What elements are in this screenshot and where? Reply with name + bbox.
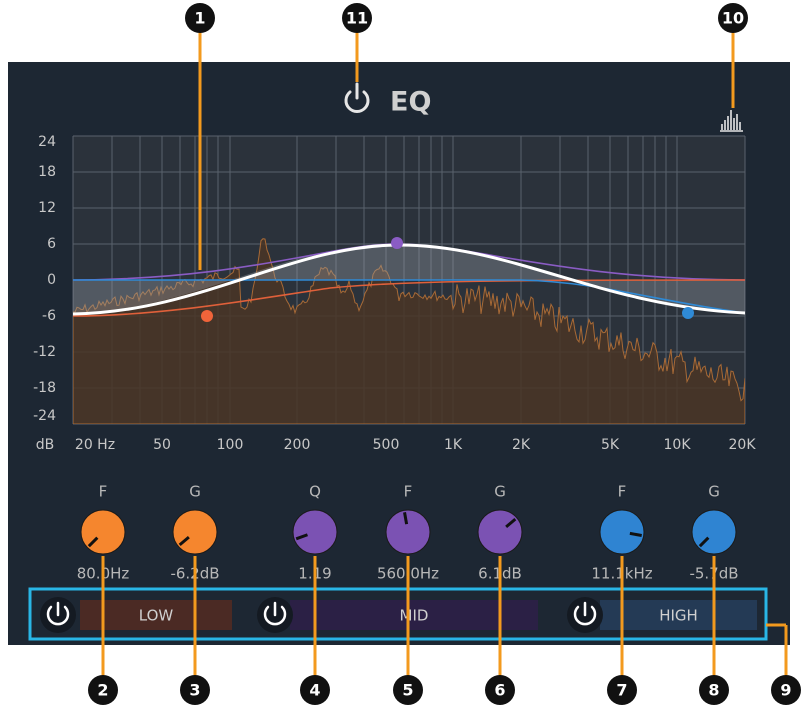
callout-badge: [300, 675, 330, 705]
y-label: 6: [47, 236, 56, 252]
knob-pointer: [87, 536, 99, 548]
callout-number: 5: [402, 681, 413, 700]
spectrum: [73, 238, 745, 424]
callout-badge: [393, 675, 423, 705]
callout-number: 1: [194, 9, 205, 28]
knob[interactable]: [172, 509, 218, 555]
callout-number: 4: [309, 681, 320, 700]
eq-fill: [73, 244, 745, 313]
y-label: -18: [33, 380, 56, 396]
knob-label: G: [189, 483, 201, 501]
knob[interactable]: [385, 509, 431, 555]
y-label: -12: [33, 344, 56, 360]
callout-badge: [699, 675, 729, 705]
x-label: 20K: [729, 437, 757, 453]
knob[interactable]: [691, 509, 737, 555]
band-label[interactable]: MID: [400, 607, 429, 625]
knob-label: F: [99, 483, 108, 501]
y-label: 0: [47, 272, 56, 288]
callout-number: 9: [780, 681, 791, 700]
x-label: 200: [284, 437, 311, 453]
spectrum-toggle[interactable]: [720, 110, 743, 132]
band-label[interactable]: LOW: [139, 607, 174, 625]
callout-number: 10: [722, 9, 744, 28]
callout-number: 2: [97, 681, 108, 700]
knob-label: G: [494, 483, 506, 501]
band-bar: [600, 600, 757, 630]
knob-pointer: [629, 531, 642, 537]
callout-badge: [342, 3, 372, 33]
band-power[interactable]: [263, 605, 287, 626]
knob-label: Q: [309, 483, 321, 501]
x-label: 50: [153, 437, 171, 453]
knob[interactable]: [80, 509, 126, 555]
knob-label: G: [708, 483, 720, 501]
band-bar: [290, 600, 538, 630]
x-label: 5K: [601, 437, 620, 453]
knob-pointer: [295, 533, 308, 541]
knob-pointer: [178, 535, 190, 547]
y-label: 24: [38, 134, 56, 150]
y-label: -6: [42, 308, 56, 324]
x-label: 100: [217, 437, 244, 453]
knob-pointer: [505, 517, 517, 529]
title: EQ: [390, 87, 431, 118]
callout-badge: [607, 675, 637, 705]
low-node[interactable]: [201, 310, 213, 322]
band-label[interactable]: HIGH: [659, 607, 698, 625]
y-label: -24: [33, 408, 56, 424]
y-label: 18: [38, 164, 56, 180]
x-label: 2K: [512, 437, 531, 453]
callout-number: 11: [346, 9, 368, 28]
x-label: 10K: [664, 437, 692, 453]
band-power[interactable]: [573, 605, 597, 626]
callout-badge: [718, 3, 748, 33]
knob-pointer: [403, 512, 409, 525]
callout-badge: [485, 675, 515, 705]
high-curve: [73, 279, 745, 314]
callout-number: 8: [708, 681, 719, 700]
callout-number: 3: [189, 681, 200, 700]
knob-pointer: [698, 536, 710, 548]
knob-label: F: [404, 483, 413, 501]
callout-number: 7: [616, 681, 627, 700]
x-label: 1K: [444, 437, 463, 453]
x-label: 500: [373, 437, 400, 453]
band-bar: [80, 600, 232, 630]
knob[interactable]: [599, 509, 645, 555]
callout-badge: [88, 675, 118, 705]
low-curve: [73, 279, 745, 317]
x-label: 20 Hz: [75, 437, 115, 453]
callout-badge: [185, 3, 215, 33]
callout-badge: [180, 675, 210, 705]
band-highlight: [28, 587, 768, 641]
knob[interactable]: [292, 509, 338, 555]
power-button[interactable]: [344, 82, 370, 113]
band-power[interactable]: [46, 605, 70, 626]
mid-node[interactable]: [391, 237, 403, 249]
knob-label: F: [618, 483, 627, 501]
high-node[interactable]: [682, 307, 694, 319]
unit-label: dB: [36, 437, 55, 453]
callout-badge: [771, 675, 801, 705]
y-label: 12: [38, 200, 56, 216]
callout-number: 6: [494, 681, 505, 700]
knob[interactable]: [477, 509, 523, 555]
